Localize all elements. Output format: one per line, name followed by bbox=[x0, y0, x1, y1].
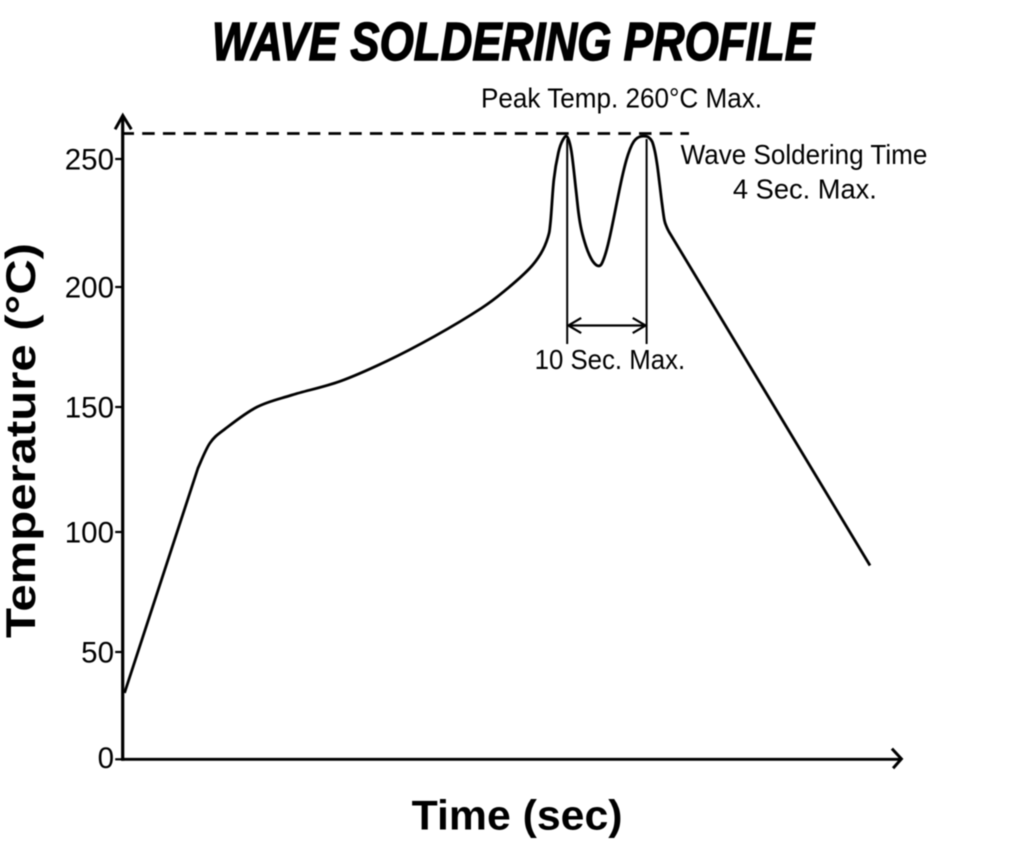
svg-text:50: 50 bbox=[81, 637, 114, 670]
svg-text:WAVE SOLDERING PROFILE: WAVE SOLDERING PROFILE bbox=[212, 12, 816, 72]
svg-text:150: 150 bbox=[65, 392, 114, 425]
svg-text:Wave Soldering Time: Wave Soldering Time bbox=[681, 139, 928, 170]
svg-text:100: 100 bbox=[65, 517, 114, 550]
svg-text:10 Sec. Max.: 10 Sec. Max. bbox=[535, 344, 686, 375]
svg-text:200: 200 bbox=[65, 272, 114, 305]
svg-text:Peak Temp. 260°C Max.: Peak Temp. 260°C Max. bbox=[481, 82, 762, 113]
svg-text:0: 0 bbox=[98, 742, 114, 775]
svg-text:250: 250 bbox=[65, 144, 114, 177]
svg-text:Temperature (°C): Temperature (°C) bbox=[0, 243, 44, 638]
svg-text:Time (sec): Time (sec) bbox=[412, 792, 623, 839]
svg-text:4 Sec. Max.: 4 Sec. Max. bbox=[733, 173, 877, 204]
